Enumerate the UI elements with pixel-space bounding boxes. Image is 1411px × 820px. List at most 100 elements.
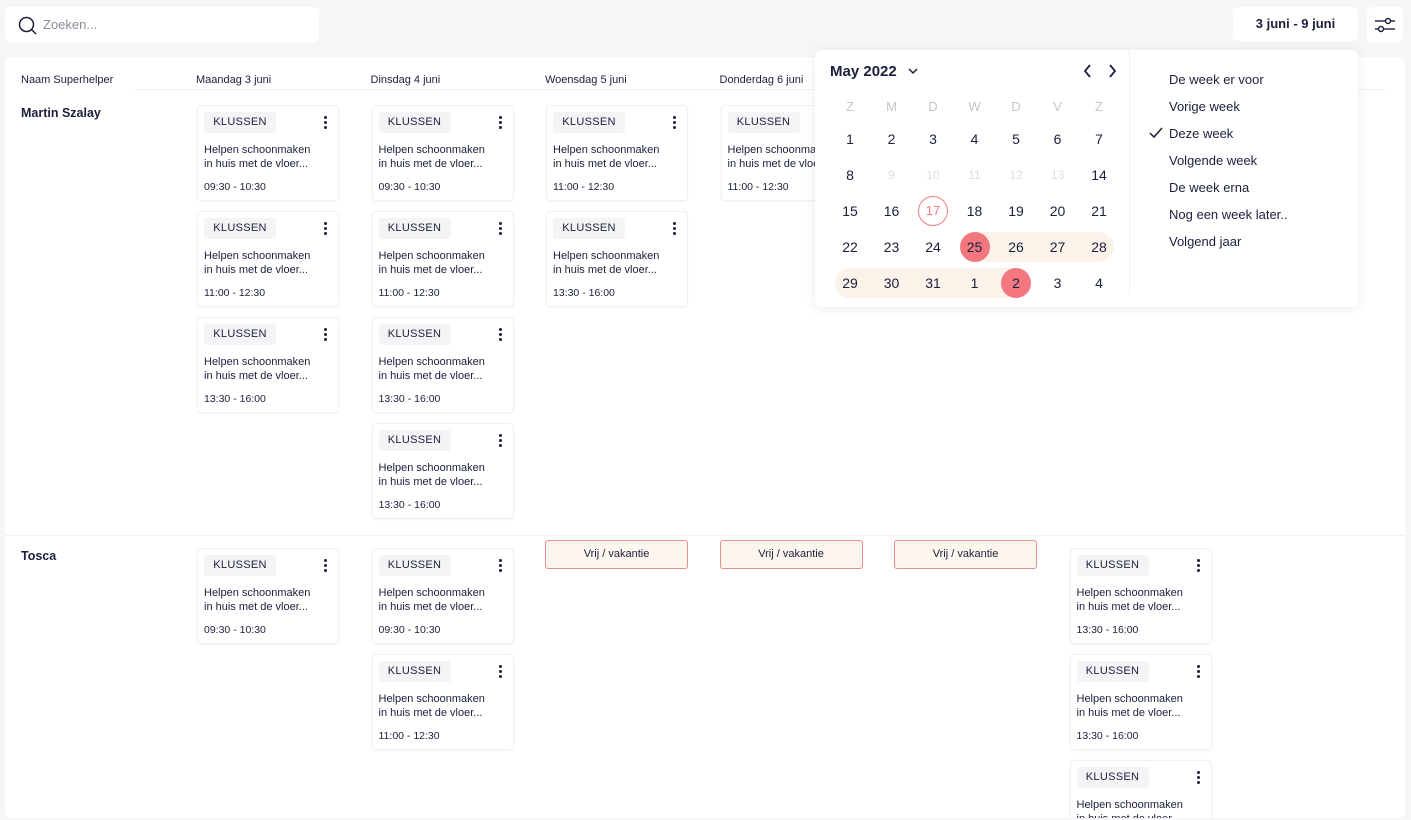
calendar-day[interactable]: 1 xyxy=(970,275,979,291)
calendar-day[interactable]: 24 xyxy=(925,239,941,255)
search-box[interactable]: Zoeken... xyxy=(5,7,319,43)
month-title[interactable]: May 2022 xyxy=(830,63,897,80)
calendar-day[interactable]: 2 xyxy=(1001,268,1031,298)
calendar-day[interactable]: 15 xyxy=(842,203,858,219)
calendar-day[interactable]: 8 xyxy=(846,167,854,183)
weekday: Z xyxy=(846,99,854,114)
category-badge: KLUSSEN xyxy=(1076,661,1149,682)
more-menu[interactable] xyxy=(1196,665,1200,680)
calendar-day[interactable]: 30 xyxy=(883,275,900,291)
more-menu[interactable] xyxy=(498,222,502,237)
more-menu[interactable] xyxy=(324,116,327,131)
more-menu[interactable] xyxy=(1196,559,1200,574)
more-menu[interactable] xyxy=(498,328,502,343)
menu-option[interactable]: Deze week xyxy=(1169,126,1234,141)
category-badge: KLUSSEN xyxy=(204,555,276,576)
more-menu[interactable] xyxy=(324,328,327,343)
appointment-card[interactable]: KLUSSEN Helpen schoonmaken in huis met de … xyxy=(371,211,514,307)
appointment-card[interactable]: KLUSSEN Helpen schoonmaken in huis met de … xyxy=(1069,548,1212,644)
calendar-day[interactable]: 11 xyxy=(968,168,981,182)
calendar-day[interactable]: 27 xyxy=(1049,239,1066,255)
appointment-title: Helpen schoonmaken xyxy=(378,693,485,705)
appointment-card[interactable]: KLUSSEN Helpen schoonmaken in huis met de … xyxy=(197,211,339,307)
calendar-day[interactable]: 17 xyxy=(918,196,948,226)
menu-option[interactable]: De week erna xyxy=(1169,180,1250,195)
calendar-day[interactable]: 4 xyxy=(970,131,979,147)
more-menu[interactable] xyxy=(498,665,502,680)
appointment-card[interactable]: KLUSSEN Helpen schoonmaken in huis met de … xyxy=(546,211,688,307)
appointment-card[interactable]: KLUSSEN Helpen schoonmaken in huis met de … xyxy=(1069,654,1212,750)
calendar-day[interactable]: 18 xyxy=(966,203,983,219)
calendar-day[interactable]: 31 xyxy=(925,275,941,291)
calendar-day[interactable]: 5 xyxy=(1012,131,1020,147)
column-header: Dinsdag 4 juni xyxy=(370,74,441,86)
appointment-title: Helpen schoonmaken xyxy=(553,144,660,156)
calendar-day[interactable]: 14 xyxy=(1091,167,1107,183)
calendar-day[interactable]: 4 xyxy=(1095,275,1103,291)
appointment-card[interactable]: KLUSSEN Helpen schoonmaken in huis met de … xyxy=(197,105,339,201)
menu-option[interactable]: De week er voor xyxy=(1169,72,1264,87)
calendar-day[interactable]: 25 xyxy=(959,232,990,262)
appointment-card[interactable]: KLUSSEN Helpen schoonmaken in huis met de … xyxy=(1069,760,1212,818)
appointment-title: Helpen schoonmaken xyxy=(1076,693,1183,705)
calendar-day[interactable]: 1 xyxy=(846,131,854,147)
more-menu[interactable] xyxy=(324,559,327,574)
calendar-day[interactable]: 16 xyxy=(883,203,900,219)
calendar-day[interactable]: 20 xyxy=(1049,203,1066,219)
appointment-card[interactable]: KLUSSEN Helpen schoonmaken in huis met de … xyxy=(546,105,688,201)
appointment-title: Helpen schoonmaken xyxy=(378,587,485,599)
menu-option[interactable]: Volgende week xyxy=(1169,153,1258,168)
appointment-card[interactable]: KLUSSEN Helpen schoonmaken in huis met de … xyxy=(371,105,514,201)
more-menu[interactable] xyxy=(498,116,502,131)
date-range-button[interactable]: 3 juni - 9 juni xyxy=(1233,7,1358,41)
calendar-day[interactable]: 13 xyxy=(1050,168,1065,182)
more-menu[interactable] xyxy=(1196,771,1200,786)
category-badge: KLUSSEN xyxy=(378,430,451,451)
calendar-day[interactable]: 21 xyxy=(1091,203,1107,219)
calendar-day[interactable]: 26 xyxy=(1008,239,1024,255)
appointment-time: 11:00 - 12:30 xyxy=(378,287,440,299)
appointment-card[interactable]: KLUSSEN Helpen schoonmaken in huis met de … xyxy=(197,317,339,413)
calendar-day[interactable]: 6 xyxy=(1053,131,1062,147)
appointment-card[interactable]: KLUSSEN Helpen schoonmaken in huis met de … xyxy=(371,317,514,413)
calendar-day[interactable]: 9 xyxy=(888,168,895,182)
calendar-day[interactable]: 29 xyxy=(842,275,858,291)
calendar-day[interactable]: 12 xyxy=(1009,168,1023,182)
appointment-title: Helpen schoonmaken xyxy=(378,250,485,262)
appointment-card[interactable]: KLUSSEN Helpen schoonmaken in huis met de … xyxy=(197,548,339,644)
more-menu[interactable] xyxy=(673,116,676,131)
more-menu[interactable] xyxy=(673,222,676,237)
weekday: W xyxy=(968,99,981,114)
appointment-title: in huis met de vloer... xyxy=(204,601,308,613)
calendar-day[interactable]: 7 xyxy=(1095,131,1103,147)
menu-option[interactable]: Volgend jaar xyxy=(1169,234,1242,249)
calendar-day[interactable]: 22 xyxy=(842,239,858,255)
more-menu[interactable] xyxy=(324,222,327,237)
appointment-title: in huis met de vloer... xyxy=(378,158,483,170)
appointment-time: 09:30 - 10:30 xyxy=(378,624,441,636)
more-menu[interactable] xyxy=(498,559,502,574)
appointment-title: Helpen schoonmaken xyxy=(204,356,311,368)
calendar-day[interactable]: 3 xyxy=(929,131,937,147)
appointment-time: 11:00 - 12:30 xyxy=(378,730,440,742)
menu-option[interactable]: Vorige week xyxy=(1169,99,1240,114)
calendar-day[interactable]: 10 xyxy=(926,168,940,182)
calendar-day[interactable]: 28 xyxy=(1091,239,1107,255)
range-band xyxy=(835,268,1031,298)
appointment-title: in huis met de vloer... xyxy=(378,601,483,613)
calendar-day[interactable]: 2 xyxy=(887,131,896,147)
filter-button[interactable] xyxy=(1367,7,1403,43)
month-arrows[interactable] xyxy=(1080,63,1120,79)
row-divider xyxy=(5,535,1405,536)
more-menu[interactable] xyxy=(498,434,502,449)
appointment-time: 13:30 - 16:00 xyxy=(378,393,441,405)
calendar-day[interactable]: 3 xyxy=(1053,275,1062,291)
calendar-day[interactable]: 23 xyxy=(883,239,900,255)
category-badge: KLUSSEN xyxy=(378,218,451,239)
calendar-day[interactable]: 19 xyxy=(1008,203,1024,219)
appointment-card[interactable]: KLUSSEN Helpen schoonmaken in huis met de … xyxy=(371,548,514,644)
appointment-card[interactable]: KLUSSEN Helpen schoonmaken in huis met de … xyxy=(371,423,514,519)
appointment-title: Helpen schoonmaken xyxy=(204,144,311,156)
menu-option[interactable]: Nog een week later.. xyxy=(1169,207,1288,222)
appointment-card[interactable]: KLUSSEN Helpen schoonmaken in huis met de … xyxy=(371,654,514,750)
